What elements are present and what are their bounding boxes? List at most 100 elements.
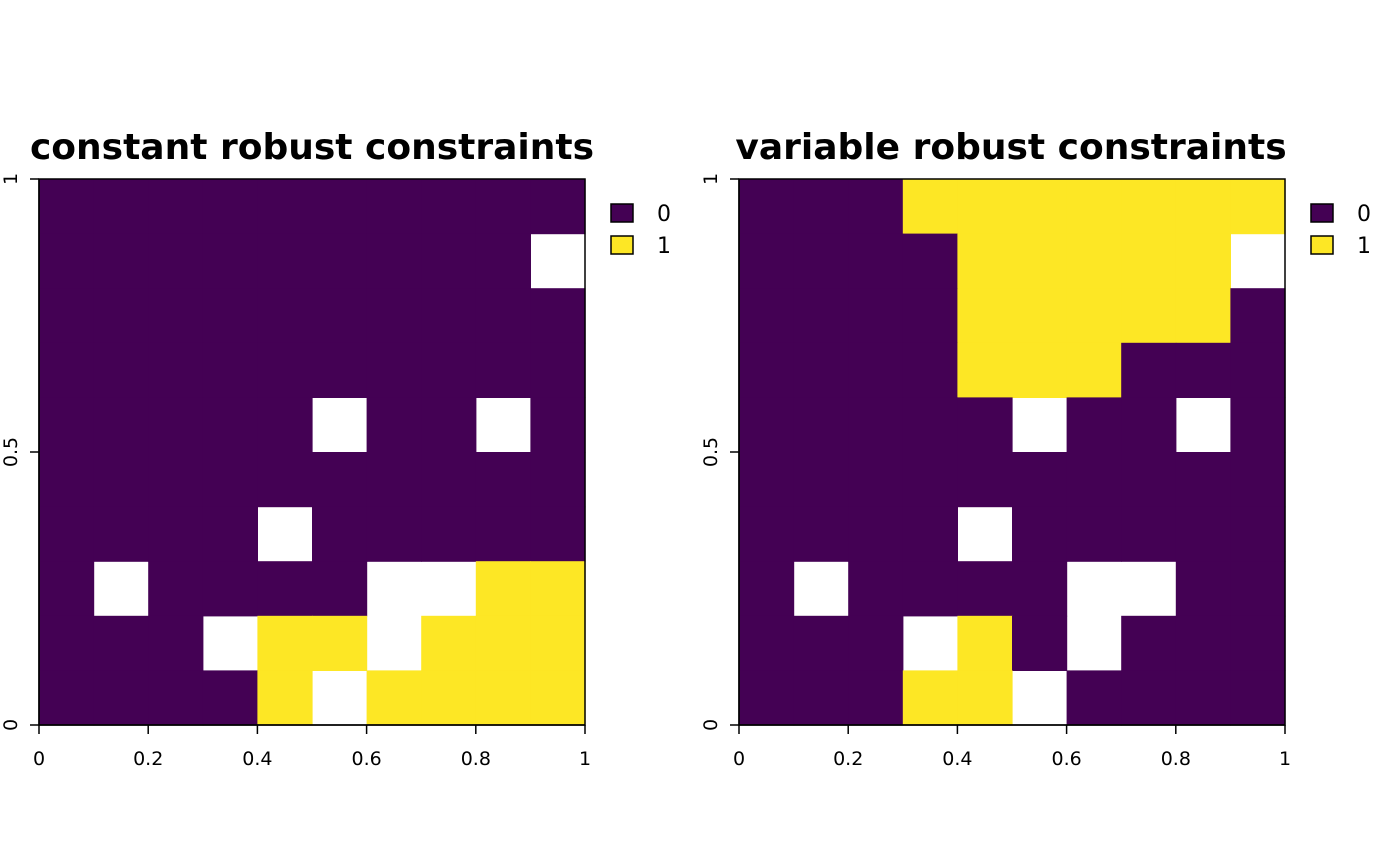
- heatmap-cell: [312, 342, 368, 398]
- heatmap-cell: [257, 615, 313, 671]
- heatmap-cell: [793, 179, 849, 235]
- heatmap-cell: [739, 506, 795, 562]
- heatmap-cell: [793, 506, 849, 562]
- heatmap-cell: [1066, 506, 1122, 562]
- heatmap-cell: [1012, 561, 1068, 617]
- heatmap-cell: [202, 233, 258, 289]
- heatmap-cell: [475, 233, 531, 289]
- heatmap-cell: [1230, 561, 1286, 617]
- heatmap-cell: [257, 452, 313, 508]
- heatmap-cell: [1175, 288, 1231, 344]
- heatmap-cell: [148, 561, 204, 617]
- heatmap-cell: [148, 615, 204, 671]
- heatmap-cell: [739, 397, 795, 453]
- heatmap-cell: [848, 615, 904, 671]
- heatmap-cell: [957, 342, 1013, 398]
- heatmap-cell: [848, 342, 904, 398]
- heatmap-cell: [848, 179, 904, 235]
- heatmap-cell: [148, 288, 204, 344]
- heatmap-cell: [957, 233, 1013, 289]
- heatmap-cell: [421, 615, 477, 671]
- heatmap-cell: [475, 179, 531, 235]
- heatmap-cell: [739, 670, 795, 726]
- heatmap-cell: [902, 233, 958, 289]
- heatmap-cell: [793, 670, 849, 726]
- heatmap-cell: [530, 288, 586, 344]
- heatmap-cell: [202, 288, 258, 344]
- right-panel: variable robust constraints 0 0.2 0.4 0.6 0.…: [700, 127, 1371, 770]
- heatmap-cell: [475, 288, 531, 344]
- heatmap-cell: [93, 615, 149, 671]
- heatmap-cell: [148, 397, 204, 453]
- heatmap-cell: [148, 670, 204, 726]
- legend-label: 0: [657, 202, 671, 227]
- chart-title: variable robust constraints: [735, 127, 1286, 168]
- heatmap-cell: [366, 342, 422, 398]
- heatmap-cell: [366, 506, 422, 562]
- heatmap-cell: [312, 615, 368, 671]
- heatmap-cells: [39, 179, 586, 726]
- heatmap-cell: [93, 397, 149, 453]
- x-tick-label: 0.4: [242, 748, 272, 770]
- heatmap-cell: [1066, 397, 1122, 453]
- heatmap-cell: [202, 506, 258, 562]
- heatmap-cell: [739, 452, 795, 508]
- heatmap-cell: [93, 506, 149, 562]
- heatmap-cell: [957, 452, 1013, 508]
- heatmap-cell: [39, 179, 95, 235]
- heatmap-cell: [1012, 506, 1068, 562]
- heatmap-cell: [1012, 615, 1068, 671]
- x-tick-label: 1: [579, 748, 591, 770]
- heatmap-cell: [421, 506, 477, 562]
- legend: 01: [610, 202, 671, 259]
- heatmap-cell: [1012, 288, 1068, 344]
- heatmap-cell: [366, 179, 422, 235]
- heatmap-cell: [1066, 452, 1122, 508]
- heatmap-cell: [530, 179, 586, 235]
- heatmap-cell: [1121, 670, 1177, 726]
- heatmap-cell: [93, 288, 149, 344]
- heatmap-cell: [1230, 615, 1286, 671]
- heatmap-cell: [739, 561, 795, 617]
- heatmap-cell: [902, 452, 958, 508]
- heatmap-cell: [1175, 615, 1231, 671]
- heatmap-cell: [366, 670, 422, 726]
- heatmap-cell: [848, 397, 904, 453]
- heatmap-cell: [93, 452, 149, 508]
- legend-label: 0: [1357, 202, 1371, 227]
- heatmap-cell: [366, 233, 422, 289]
- heatmap-cell: [1012, 452, 1068, 508]
- heatmap-cell: [257, 397, 313, 453]
- heatmap-cell: [312, 233, 368, 289]
- x-tick-label: 0: [33, 748, 45, 770]
- heatmap-cell: [530, 452, 586, 508]
- heatmap-cell: [148, 233, 204, 289]
- heatmap-cell: [793, 288, 849, 344]
- y-tick-label: 1: [700, 173, 722, 185]
- heatmap-cell: [793, 397, 849, 453]
- heatmap-cell: [148, 506, 204, 562]
- heatmap-cell: [421, 452, 477, 508]
- heatmap-cell: [1066, 670, 1122, 726]
- heatmap-cell: [1175, 670, 1231, 726]
- legend-swatch: [1310, 203, 1334, 223]
- heatmap-cell: [902, 397, 958, 453]
- heatmap-cell: [39, 615, 95, 671]
- heatmap-cell: [1175, 561, 1231, 617]
- heatmap-cell: [257, 288, 313, 344]
- heatmap-cell: [793, 233, 849, 289]
- legend-label: 1: [1357, 234, 1371, 259]
- x-tick-label: 0.6: [351, 748, 381, 770]
- heatmap-cell: [312, 506, 368, 562]
- heatmap-cell: [739, 615, 795, 671]
- heatmap-cell: [257, 233, 313, 289]
- heatmap-cell: [530, 397, 586, 453]
- heatmap-cell: [421, 342, 477, 398]
- heatmap-cell: [421, 233, 477, 289]
- heatmap-cell: [366, 397, 422, 453]
- heatmap-cell: [39, 506, 95, 562]
- heatmap-cell: [739, 288, 795, 344]
- heatmap-cell: [366, 288, 422, 344]
- chart-title: constant robust constraints: [30, 127, 594, 168]
- legend-swatch: [1310, 235, 1334, 255]
